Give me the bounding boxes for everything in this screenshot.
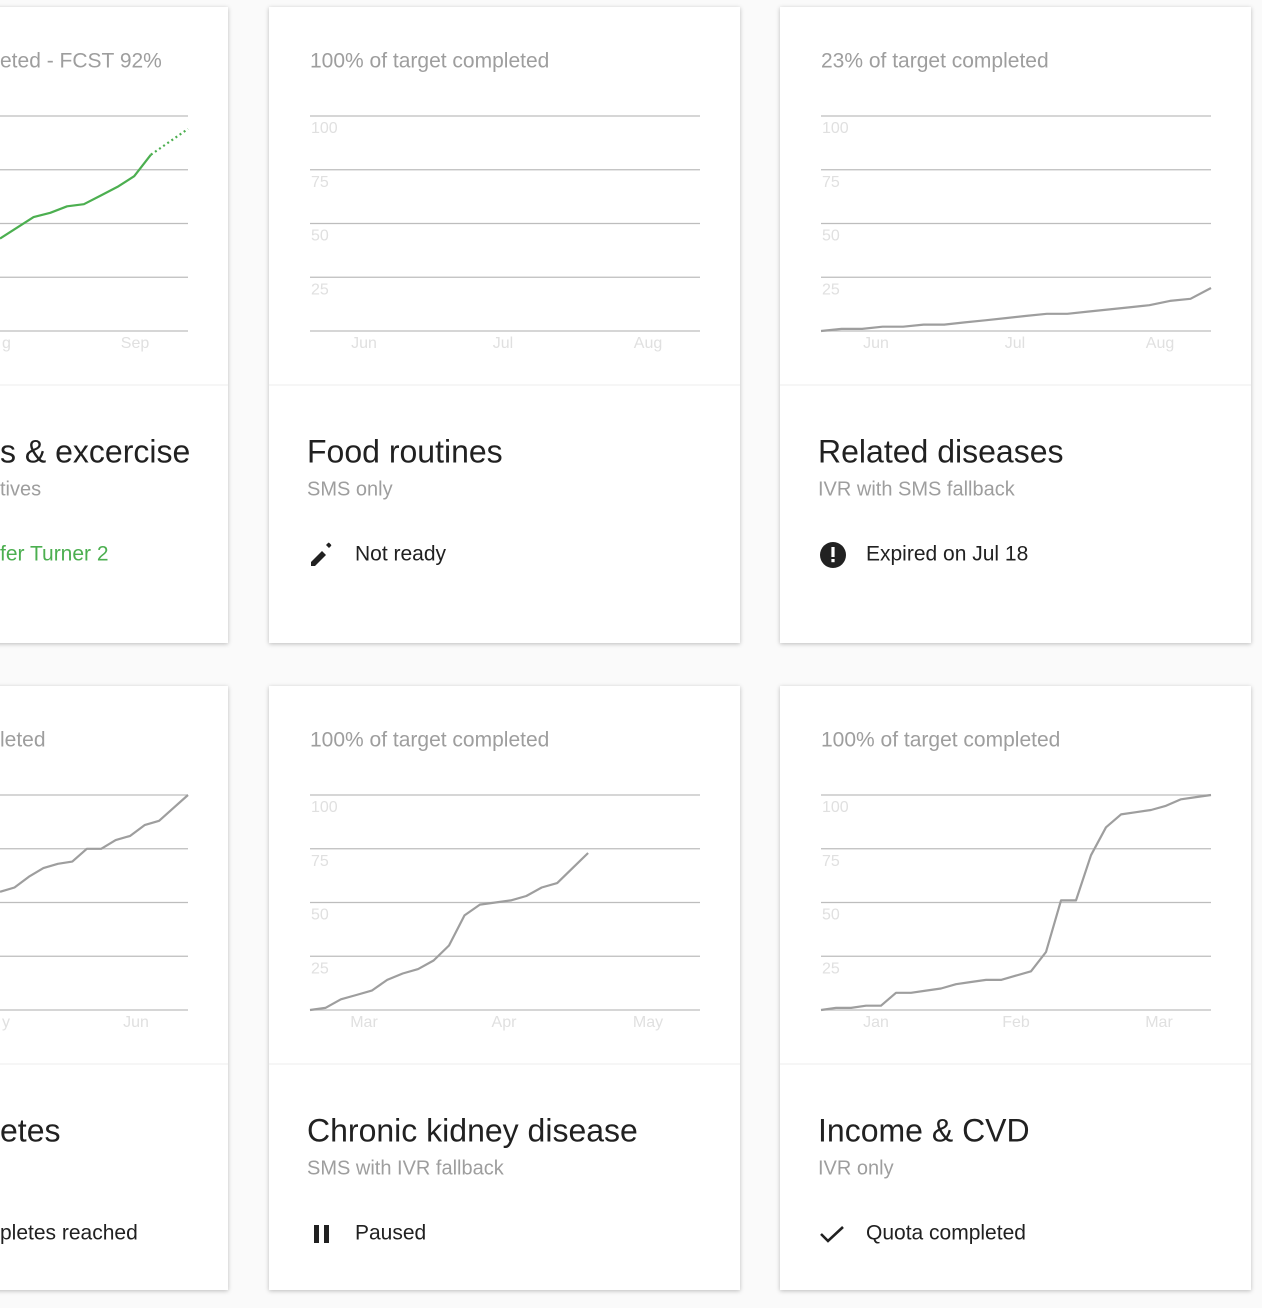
card-title: Related diseases — [818, 433, 1063, 469]
y-tick-label: 100 — [311, 799, 338, 816]
card-summary: 23% of target completed — [821, 50, 1049, 73]
status-icon — [311, 542, 332, 566]
y-tick-label: 50 — [311, 907, 329, 924]
x-tick-label: g — [2, 335, 11, 352]
status-icon-mark — [831, 547, 835, 557]
card-status: fer Turner 2 — [0, 543, 109, 566]
y-tick-label: 25 — [311, 281, 329, 298]
card: 100% of target completed 25 50 75 100 Jan Feb M… — [780, 686, 1251, 1290]
series-line — [309, 852, 589, 1012]
card: eted - FCST 92%255075100gSeps & excercis… — [0, 7, 228, 643]
x-tick-label: Aug — [634, 335, 662, 352]
y-tick-label: 25 — [822, 960, 840, 977]
card-background — [0, 686, 228, 1290]
card: 100% of target completed 25 50 75 100 Jun Jul A… — [269, 7, 740, 643]
card-title: Chronic kidney disease — [307, 1112, 638, 1148]
card-background — [269, 686, 740, 1290]
card-title: Food routines — [307, 433, 503, 469]
card: 23% of target completed 25 50 75 100 Jun Jul Au… — [780, 7, 1251, 643]
y-tick-label: 50 — [311, 228, 329, 245]
series-line — [0, 154, 152, 240]
x-tick-label: Mar — [1145, 1014, 1173, 1031]
x-tick-label: Jan — [863, 1014, 889, 1031]
y-tick-label: 25 — [822, 281, 840, 298]
x-tick-label: Jun — [351, 335, 377, 352]
x-tick-label: Feb — [1002, 1014, 1030, 1031]
card-title: s & excercise — [0, 433, 190, 469]
x-tick-label: Jun — [123, 1014, 149, 1031]
card: 100% of target completed 25 50 75 100 Mar Apr M… — [269, 686, 740, 1290]
card-summary: 100% of target completed — [310, 729, 549, 752]
status-icon — [324, 1225, 329, 1243]
card-subtitle: IVR only — [818, 1157, 894, 1179]
y-tick-label: 50 — [822, 228, 840, 245]
card-subtitle: SMS with IVR fallback — [307, 1157, 505, 1179]
card-background — [780, 686, 1251, 1290]
card-status: Not ready — [355, 543, 447, 566]
y-tick-label: 100 — [822, 120, 849, 137]
y-tick-label: 25 — [311, 960, 329, 977]
x-tick-label: Aug — [1146, 335, 1174, 352]
card-status: Paused — [355, 1222, 426, 1245]
y-tick-label: 50 — [822, 907, 840, 924]
card-background — [0, 7, 228, 643]
card-background — [269, 7, 740, 643]
card-status: pletes reached — [0, 1222, 138, 1245]
x-tick-label: y — [2, 1014, 10, 1031]
y-tick-label: 75 — [822, 174, 840, 191]
status-icon-mark — [831, 559, 835, 563]
card-summary: 100% of target completed — [821, 729, 1060, 752]
x-tick-label: Jul — [493, 335, 513, 352]
y-tick-label: 75 — [311, 174, 329, 191]
x-tick-label: May — [633, 1014, 663, 1031]
card-title: Income & CVD — [818, 1112, 1030, 1148]
x-tick-label: Sep — [121, 335, 150, 352]
y-tick-label: 75 — [311, 853, 329, 870]
series-line — [820, 793, 1212, 1012]
card-status: Quota completed — [866, 1222, 1026, 1245]
card-subtitle: tives — [0, 478, 41, 500]
x-tick-label: Mar — [350, 1014, 378, 1031]
card: leted255075100yJunetespletes reached — [0, 686, 228, 1290]
card-title: etes — [0, 1112, 60, 1148]
card-subtitle: SMS only — [307, 478, 393, 500]
x-tick-label: Jun — [863, 335, 889, 352]
card-summary: 100% of target completed — [310, 50, 549, 73]
card-summary: eted - FCST 92% — [0, 50, 162, 73]
status-icon — [820, 1226, 844, 1243]
status-icon — [314, 1225, 319, 1243]
series-line — [820, 287, 1212, 333]
x-tick-label: Jul — [1005, 335, 1025, 352]
series-line — [0, 794, 189, 893]
card-background — [780, 7, 1251, 643]
x-tick-label: Apr — [492, 1014, 518, 1031]
y-tick-label: 100 — [822, 799, 849, 816]
card-summary: leted — [0, 729, 46, 752]
y-tick-label: 75 — [822, 853, 840, 870]
card-status: Expired on Jul 18 — [866, 543, 1028, 566]
card-subtitle: IVR with SMS fallback — [818, 478, 1016, 500]
y-tick-label: 100 — [311, 120, 338, 137]
